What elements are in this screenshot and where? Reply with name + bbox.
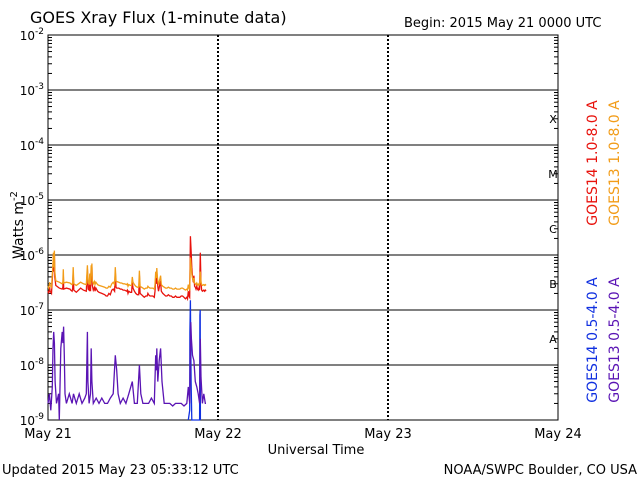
legend-entry: GOES13 0.5-4.0 A — [607, 277, 623, 403]
flare-class-label: A — [549, 333, 557, 346]
y-tick-label: 10-6 — [20, 247, 45, 263]
y-axis-label: Watts m-2 — [9, 191, 27, 259]
y-tick-mantissa: 10 — [20, 359, 35, 373]
x-tick-label: May 21 — [24, 427, 72, 442]
x-tick-label: May 24 — [534, 427, 582, 442]
series-line — [47, 250, 207, 292]
flare-class-label: C — [549, 223, 557, 236]
flare-class-labels: A B C M X — [548, 113, 558, 346]
flare-class-label: M — [548, 168, 558, 181]
y-tick-exponent: -6 — [35, 247, 44, 257]
y-tick-exponent: -3 — [35, 82, 44, 92]
plot-frame — [47, 34, 559, 421]
y-tick-exponent: -2 — [35, 27, 44, 37]
flare-class-label: X — [549, 113, 557, 126]
series-layer — [47, 236, 207, 421]
y-tick-label: 10-5 — [20, 192, 44, 208]
y-tick-mantissa: 10 — [20, 304, 35, 318]
y-tick-exponent: -4 — [35, 137, 44, 147]
x-tick-label: May 22 — [194, 427, 242, 442]
y-tick-label: 10-7 — [20, 302, 44, 318]
y-tick-mantissa: 10 — [20, 249, 35, 263]
legend-entry: GOES13 1.0-8.0 A — [607, 100, 623, 226]
y-axis-label-sup: -2 — [9, 191, 20, 201]
y-axis-label-main: Watts m — [11, 201, 27, 259]
series-line — [47, 236, 207, 302]
y-tick-exponent: -8 — [35, 357, 44, 367]
y-tick-label: 10-2 — [20, 27, 44, 43]
y-tick-mantissa: 10 — [20, 29, 35, 43]
credit-label: NOAA/SWPC Boulder, CO USA — [444, 463, 637, 478]
horizontal-gridlines — [48, 37, 558, 404]
y-tick-mantissa: 10 — [20, 139, 35, 153]
plot-area — [47, 34, 559, 421]
y-tick-label: 10-4 — [20, 137, 45, 153]
y-tick-mantissa: 10 — [20, 84, 35, 98]
x-tick-label: May 23 — [364, 427, 412, 442]
y-tick-label: 10-3 — [20, 82, 44, 98]
y-tick-exponent: -5 — [35, 192, 44, 202]
y-tick-label: 10-9 — [20, 412, 45, 428]
legend-entry: GOES14 1.0-8.0 A — [585, 100, 601, 226]
series-line — [47, 322, 206, 421]
y-tick-mantissa: 10 — [20, 414, 35, 428]
flare-class-label: B — [549, 278, 557, 291]
y-tick-mantissa: 10 — [20, 194, 35, 208]
x-axis-label: Universal Time — [268, 443, 365, 458]
chart-title: GOES Xray Flux (1-minute data) — [30, 8, 287, 27]
begin-time-label: Begin: 2015 May 21 0000 UTC — [404, 16, 601, 31]
y-tick-exponent: -7 — [35, 302, 44, 312]
y-tick-exponent: -9 — [35, 412, 44, 422]
updated-timestamp: Updated 2015 May 23 05:33:12 UTC — [2, 463, 239, 478]
vertical-day-dividers — [217, 35, 389, 420]
legend: GOES14 1.0-8.0 A GOES13 1.0-8.0 A GOES14 0… — [585, 100, 623, 403]
legend-entry: GOES14 0.5-4.0 A — [585, 277, 601, 403]
x-tick-labels: May 21 May 22 May 23 May 24 — [24, 427, 582, 442]
y-tick-label: 10-8 — [20, 357, 45, 373]
y-tick-labels: 10-910-810-710-610-510-410-310-2 — [20, 27, 45, 428]
